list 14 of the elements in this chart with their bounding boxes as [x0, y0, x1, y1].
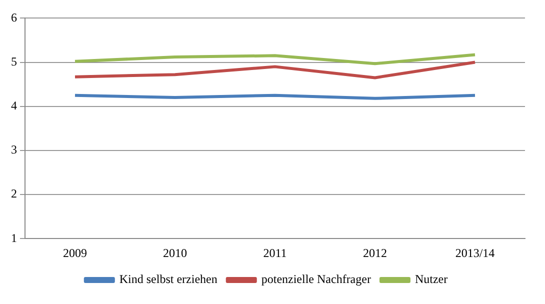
legend-label: Nutzer	[414, 272, 448, 286]
y-tick-label: 6	[11, 10, 17, 24]
y-tick-label: 1	[11, 230, 17, 245]
x-tick-label: 2009	[63, 246, 87, 260]
y-tick-label: 2	[11, 186, 17, 201]
y-tick-label: 3	[11, 142, 17, 157]
y-tick-label: 4	[11, 98, 17, 113]
x-tick-label: 2011	[263, 246, 287, 260]
legend-label: potenzielle Nachfrager	[261, 272, 371, 286]
legend-label: Kind selbst erziehen	[119, 272, 218, 286]
x-tick-label: 2012	[363, 246, 387, 260]
x-tick-label: 2013/14	[455, 246, 495, 260]
x-tick-label: 2010	[163, 246, 187, 260]
y-tick-label: 5	[11, 54, 17, 68]
